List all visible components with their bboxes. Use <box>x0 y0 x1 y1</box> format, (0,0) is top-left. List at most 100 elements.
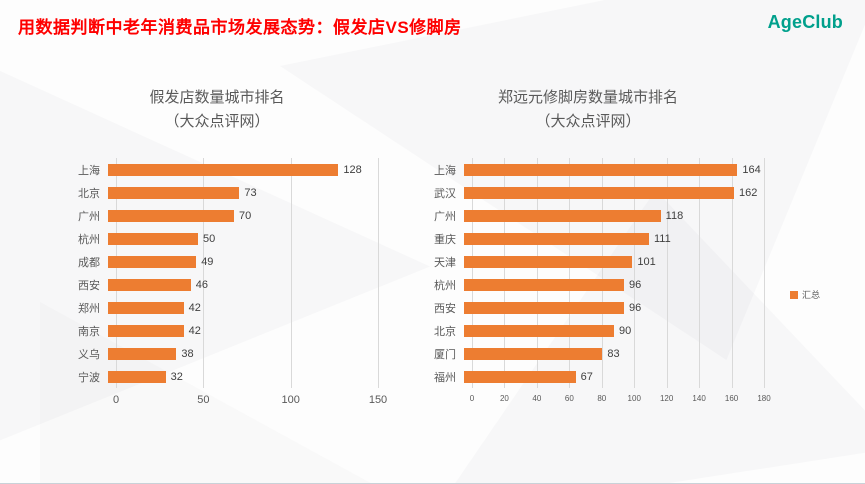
bar-row: 上海 128 <box>56 158 378 181</box>
bar-track: 73 <box>108 181 378 204</box>
bar-track: 128 <box>108 158 378 181</box>
category-label: 厦门 <box>434 348 456 361</box>
bar-row: 广州 70 <box>56 204 378 227</box>
bar-row: 厦门 83 <box>412 342 764 365</box>
x-tick: 80 <box>597 394 607 403</box>
category-label: 广州 <box>434 210 456 223</box>
gridline <box>634 158 636 388</box>
bar <box>464 209 661 222</box>
value-label: 90 <box>619 324 632 337</box>
pedicure-shops-chart: 郑远元修脚房数量城市排名 （大众点评网） 上海 164 武汉 162 广州 118 重庆 11… <box>412 86 820 410</box>
bar-track: 101 <box>464 250 764 273</box>
category-label: 重庆 <box>434 233 456 246</box>
bar-row: 郑州 42 <box>56 296 378 319</box>
gridline <box>666 158 668 388</box>
gridlines <box>472 158 765 388</box>
chart-subtitle: （大众点评网） <box>164 113 270 130</box>
bar-row: 广州 118 <box>412 204 764 227</box>
x-tick: 180 <box>757 394 771 403</box>
chart-subtitle: （大众点评网） <box>535 113 641 130</box>
chart-title: 假发店数量城市排名 <box>149 89 285 106</box>
bar-track: 118 <box>464 204 764 227</box>
x-tick: 50 <box>197 394 210 406</box>
charts-area: 假发店数量城市排名 （大众点评网） 上海 128 北京 73 广州 70 杭州 50 成都 49 西… <box>56 86 820 410</box>
x-tick: 150 <box>368 394 388 406</box>
category-label: 杭州 <box>434 279 456 292</box>
x-tick: 20 <box>499 394 509 403</box>
wig-shops-chart-body: 假发店数量城市排名 （大众点评网） 上海 128 北京 73 广州 70 杭州 50 成都 49 西… <box>56 86 387 410</box>
x-tick: 100 <box>281 394 300 406</box>
category-label: 武汉 <box>434 187 456 200</box>
gridline <box>504 158 506 388</box>
bar-rows: 上海 128 北京 73 广州 70 杭州 50 成都 49 西安 46 郑州 42 南京 42 义乌 38 宁波 3… <box>56 158 378 388</box>
pedicure-shops-plot: 上海 164 武汉 162 广州 118 重庆 111 天津 101 杭州 96 西安 96 北京 90 厦门 8… <box>412 158 771 410</box>
bar <box>108 278 191 291</box>
bar-track: 96 <box>464 273 764 296</box>
x-axis-ticks: 0 20 40 60 80 100 120 140 160 180 <box>469 394 771 408</box>
bar <box>464 301 624 314</box>
bar <box>464 186 734 199</box>
x-tick: 40 <box>532 394 542 403</box>
value-label: 42 <box>188 301 201 314</box>
gridlines <box>116 158 379 388</box>
page-title: 用数据判断中老年消费品市场发展态势：假发店VS修脚房 <box>18 18 462 37</box>
bar <box>464 278 624 291</box>
chart-title: 郑远元修脚房数量城市排名 <box>497 89 678 106</box>
bar-track: 32 <box>108 365 378 388</box>
category-label: 天津 <box>434 256 456 269</box>
wig-shops-plot: 上海 128 北京 73 广州 70 杭州 50 成都 49 西安 46 郑州 42 南京 42 义乌 38 宁波 3… <box>56 158 387 410</box>
legend: 汇总 <box>789 288 820 301</box>
gridline <box>116 158 117 388</box>
bar-track: 42 <box>108 319 378 342</box>
gridline <box>601 158 603 388</box>
x-axis: 0 50 100 150 <box>56 388 387 410</box>
bar-track: 67 <box>464 365 764 388</box>
legend-label: 汇总 <box>801 290 820 300</box>
bar-track: 70 <box>108 204 378 227</box>
value-label: 111 <box>654 232 671 245</box>
x-axis-ticks: 0 50 100 150 <box>112 394 387 408</box>
bar-track: 38 <box>108 342 378 365</box>
bar-track: 49 <box>108 250 378 273</box>
value-label: 50 <box>203 232 216 245</box>
value-label: 96 <box>629 278 642 291</box>
category-label: 成都 <box>78 256 100 269</box>
category-label: 上海 <box>78 164 100 177</box>
bar-track: 96 <box>464 296 764 319</box>
bar-row: 宁波 32 <box>56 365 378 388</box>
bar <box>464 163 738 176</box>
bar-row: 重庆 111 <box>412 227 764 250</box>
category-label: 北京 <box>78 187 100 200</box>
bar-row: 义乌 38 <box>56 342 378 365</box>
value-label: 83 <box>607 347 620 360</box>
bar-row: 武汉 162 <box>412 181 764 204</box>
x-tick: 0 <box>112 394 120 406</box>
category-label: 郑州 <box>78 302 100 315</box>
bar-track: 164 <box>464 158 764 181</box>
value-label: 70 <box>239 209 252 222</box>
bar-rows: 上海 164 武汉 162 广州 118 重庆 111 天津 101 杭州 96 西安 96 北京 90 厦门 8… <box>412 158 764 388</box>
value-label: 67 <box>580 370 593 383</box>
bar <box>108 232 198 245</box>
category-label: 西安 <box>434 302 456 315</box>
gridline <box>378 158 379 388</box>
bar-row: 西安 96 <box>412 296 764 319</box>
category-label: 福州 <box>434 371 456 384</box>
value-label: 46 <box>195 278 209 291</box>
bar-track: 90 <box>464 319 764 342</box>
value-label: 73 <box>244 186 257 199</box>
gridline <box>290 158 292 388</box>
gridline <box>536 158 538 388</box>
bar <box>108 163 339 176</box>
gridline <box>569 158 571 388</box>
value-label: 162 <box>739 186 758 199</box>
bar-row: 福州 67 <box>412 365 764 388</box>
bar-row: 杭州 50 <box>56 227 378 250</box>
x-tick: 0 <box>469 394 475 403</box>
bar-row: 西安 46 <box>56 273 378 296</box>
x-tick: 120 <box>659 394 674 403</box>
bar <box>464 232 649 245</box>
gridline <box>764 158 765 388</box>
value-label: 164 <box>742 163 761 176</box>
